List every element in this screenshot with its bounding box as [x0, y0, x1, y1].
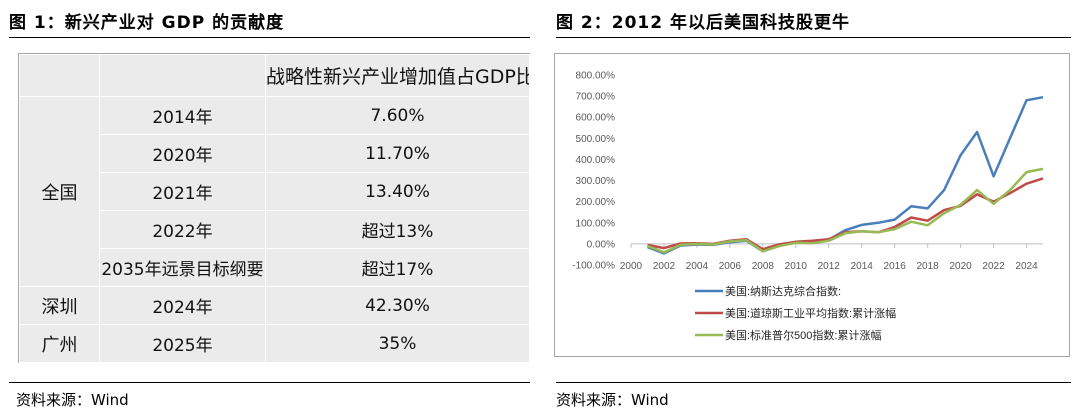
value-cell: 7.60% — [265, 96, 530, 135]
x-tick-label: 2012 — [818, 261, 841, 272]
figure2-title-rule — [556, 37, 1071, 38]
year-cell: 2021年 — [99, 172, 266, 211]
x-tick-label: 2000 — [620, 261, 643, 272]
table-header-blank — [19, 54, 100, 97]
x-tick-label: 2018 — [917, 261, 940, 272]
series-line-1 — [647, 95, 1044, 255]
y-tick-label: 400.00% — [576, 155, 616, 166]
value-cell: 42.30% — [265, 286, 530, 325]
series-line-3 — [647, 167, 1044, 254]
y-tick-label: 200.00% — [576, 197, 616, 208]
value-cell: 超过17% — [265, 248, 530, 287]
table-row: 深圳 2024年 42.30% — [19, 286, 530, 325]
series-line-2 — [647, 177, 1044, 251]
region-cell: 深圳 — [19, 286, 100, 325]
y-tick-label: 0.00% — [587, 239, 615, 250]
value-cell: 35% — [265, 324, 530, 363]
year-cell: 2025年 — [99, 324, 266, 363]
y-tick-label: 800.00% — [576, 71, 616, 82]
year-cell: 2022年 — [99, 210, 266, 249]
x-tick-label: 2008 — [752, 261, 775, 272]
y-tick-label: 100.00% — [576, 218, 616, 229]
year-cell: 2035年远景目标纲要 — [99, 248, 266, 287]
region-cell: 广州 — [19, 324, 100, 363]
year-cell: 2020年 — [99, 134, 266, 173]
x-tick-label: 2014 — [851, 261, 874, 272]
legend-label-3: 美国:标准普尔500指数:累计涨幅 — [725, 328, 881, 342]
x-tick-label: 2006 — [719, 261, 742, 272]
figure1-title-rule — [9, 37, 530, 38]
table-header-indicator: 战略性新兴产业增加值占GDP比重 — [265, 54, 530, 97]
gdp-contribution-table: 战略性新兴产业增加值占GDP比重 全国 2014年 7.60% 2020年 11.70% 2… — [19, 54, 530, 363]
table-header-row: 战略性新兴产业增加值占GDP比重 — [19, 54, 530, 97]
value-cell: 11.70% — [265, 134, 530, 173]
table-row: 全国 2014年 7.60% — [19, 96, 530, 287]
x-tick-label: 2004 — [686, 261, 709, 272]
figure2-panel: 800.00% 700.00% 600.00% 500.00% 400.00% 300.0… — [554, 53, 1070, 357]
figure1-source-rule — [9, 382, 530, 383]
value-cell: 超过13% — [265, 210, 530, 249]
table-header-blank — [99, 54, 266, 97]
legend-label-1: 美国:纳斯达克综合指数: — [725, 284, 841, 298]
table-row: 2021年 13.40% — [20, 172, 530, 211]
x-tick-label: 2022 — [982, 261, 1005, 272]
table-row: 2035年远景目标纲要 超过17% — [20, 248, 530, 287]
y-tick-label: 700.00% — [576, 92, 616, 103]
table-row: 2020年 11.70% — [20, 134, 530, 173]
region-cell: 全国 — [19, 96, 100, 287]
x-tick-label: 2002 — [653, 261, 676, 272]
y-tick-label: 600.00% — [576, 113, 616, 124]
y-tick-label: 500.00% — [576, 134, 616, 145]
y-tick-label: 300.00% — [576, 176, 616, 187]
figure2-source: 资料来源：Wind — [556, 391, 669, 409]
x-tick-label: 2020 — [949, 261, 972, 272]
year-cell: 2024年 — [99, 286, 266, 325]
year-cell: 2014年 — [99, 96, 266, 135]
figure2-title: 图 2：2012 年以后美国科技股更牛 — [556, 13, 850, 33]
value-cell: 13.40% — [265, 172, 530, 211]
x-tick-label: 2024 — [1015, 261, 1038, 272]
figure2-source-rule — [556, 382, 1071, 383]
figure1-title: 图 1：新兴产业对 GDP 的贡献度 — [9, 13, 285, 33]
table-row: 广州 2025年 35% — [19, 324, 530, 363]
x-tick-label: 2016 — [884, 261, 907, 272]
figure1-panel: 战略性新兴产业增加值占GDP比重 全国 2014年 7.60% 2020年 11.70% 2… — [18, 53, 530, 363]
table-row: 2022年 超过13% — [20, 210, 530, 249]
x-tick-label: 2010 — [785, 261, 808, 272]
figure1-source: 资料来源：Wind — [16, 391, 129, 409]
legend-label-2: 美国:道琼斯工业平均指数:累计涨幅 — [725, 306, 896, 320]
y-tick-label: -100.00% — [572, 261, 615, 272]
stock-index-line-chart: 800.00% 700.00% 600.00% 500.00% 400.00% 300.0… — [572, 71, 1044, 342]
